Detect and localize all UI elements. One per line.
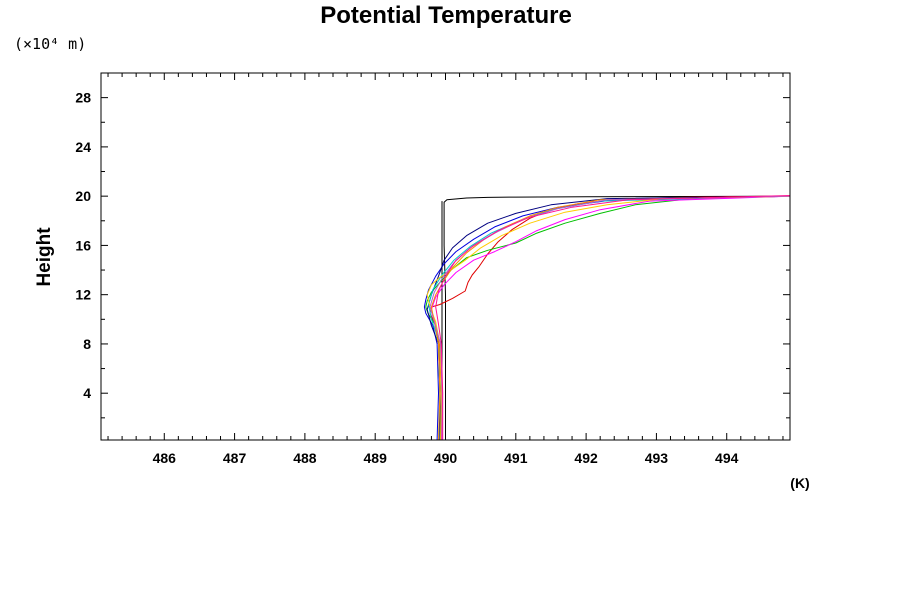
y-tick-label: 4 <box>83 385 91 401</box>
series-line-5 <box>423 195 790 440</box>
y-tick-label: 16 <box>75 237 91 253</box>
y-tick-label: 28 <box>75 90 91 106</box>
x-tick-label: 492 <box>574 450 598 466</box>
x-tick-label: 494 <box>715 450 739 466</box>
x-tick-label: 489 <box>364 450 388 466</box>
series-line-12 <box>435 195 790 440</box>
series-line-9 <box>426 195 790 440</box>
y-tick-label: 12 <box>75 287 91 303</box>
y-tick-label: 20 <box>75 188 91 204</box>
x-tick-label: 493 <box>645 450 669 466</box>
x-tick-label: 488 <box>293 450 317 466</box>
tick-labels: 486 487 488 489 490 491 492 493 494 4 8 12 16 20 24 28 <box>75 90 738 466</box>
tick-marks <box>101 73 790 440</box>
series-line-7 <box>428 195 790 440</box>
series-line-6 <box>426 195 790 440</box>
x-tick-label: 487 <box>223 450 247 466</box>
x-unit-label: (K) <box>790 475 809 491</box>
y-tick-label: 24 <box>75 139 91 155</box>
y-axis-label: Height <box>34 227 55 287</box>
chart-title: Potential Temperature <box>320 2 572 29</box>
x-tick-label: 490 <box>434 450 458 466</box>
y-tick-label: 8 <box>83 336 91 352</box>
series-line-11 <box>429 195 790 440</box>
series-line-4 <box>425 195 790 440</box>
series-line-1 <box>443 195 790 440</box>
plot-frame <box>100 72 791 441</box>
series-lines <box>423 195 790 440</box>
y-unit-label: (×10⁴ m) <box>14 35 86 53</box>
x-tick-label: 486 <box>153 450 177 466</box>
series-line-10 <box>430 195 790 440</box>
x-tick-label: 491 <box>504 450 528 466</box>
